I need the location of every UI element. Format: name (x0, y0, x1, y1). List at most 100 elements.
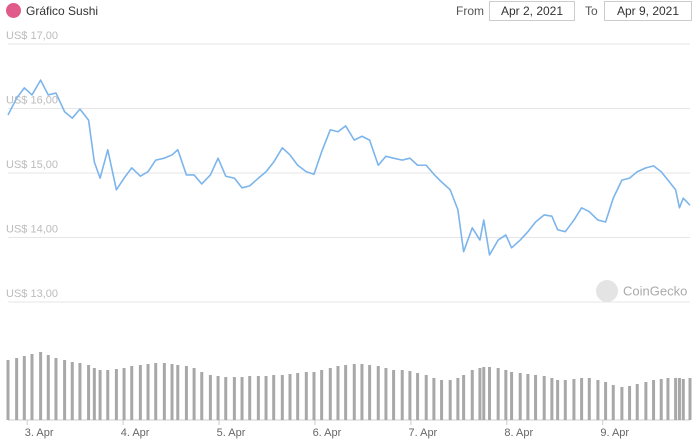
volume-bar (304, 372, 308, 420)
y-tick-label: US$ 13,00 (6, 288, 58, 300)
volume-bar (280, 375, 284, 420)
volume-bar (114, 369, 118, 420)
volume-bar (232, 377, 236, 420)
volume-bar (352, 364, 356, 420)
volume-bar (635, 384, 639, 420)
volume-bar (54, 358, 58, 420)
volume-bar (184, 366, 188, 420)
volume-bar (336, 366, 340, 420)
volume-bar (652, 380, 656, 420)
volume-bar (22, 356, 26, 420)
volume-bar (542, 376, 546, 420)
volume-bar (534, 375, 538, 420)
volume-bar (6, 360, 10, 420)
y-tick-label: US$ 15,00 (6, 159, 58, 171)
volume-bar (518, 373, 522, 420)
volume-bar (138, 365, 142, 420)
x-tick-label: 7. Apr (408, 427, 437, 439)
volume-bar (416, 373, 420, 420)
title: Gráfico Sushi (26, 4, 99, 18)
price-line (7, 79, 691, 256)
volume-bar (596, 380, 600, 420)
x-tick-label: 8. Apr (504, 427, 533, 439)
volume-bar (87, 365, 91, 420)
volume-bar (556, 380, 560, 420)
volume-bar (674, 378, 678, 420)
volume-bar (216, 376, 220, 420)
volume-bar (30, 354, 34, 420)
volume-bar (482, 367, 486, 420)
volume-bar (376, 366, 380, 420)
volume-bar (272, 375, 276, 420)
volume-bar (526, 374, 530, 420)
y-tick-label: US$ 14,00 (6, 223, 58, 235)
volume-bar (470, 370, 474, 420)
volume-bar (384, 368, 388, 420)
volume-bar (688, 378, 692, 420)
x-tick-label: 9. Apr (600, 427, 629, 439)
volume-bar (39, 352, 43, 420)
volume-bar (240, 377, 244, 420)
volume-bar (611, 385, 615, 420)
volume-bar (288, 374, 292, 420)
volume-bar (572, 379, 576, 420)
volume-bar (70, 362, 74, 420)
x-tick-label: 6. Apr (313, 427, 342, 439)
to-input[interactable]: Apr 9, 2021 (604, 1, 692, 21)
volume-bar (98, 370, 102, 420)
volume-bar (488, 367, 492, 420)
volume-bar (256, 376, 260, 420)
volume-bar (478, 368, 482, 420)
volume-bar (162, 363, 166, 420)
volume-bar (264, 376, 268, 420)
x-tick-label: 4. Apr (121, 427, 150, 439)
volume-bar (320, 370, 324, 420)
volume-bar (130, 366, 134, 420)
y-tick-label: US$ 17,00 (6, 30, 58, 42)
volume-bar (296, 373, 300, 420)
volume-bar (192, 368, 196, 420)
volume-bar (408, 371, 412, 420)
volume-bar (659, 379, 663, 420)
volume-bar (462, 375, 466, 420)
volume-bar (392, 370, 396, 420)
volume-bar (170, 364, 174, 420)
volume-bar (550, 378, 554, 420)
volume-bar (154, 363, 158, 420)
volume-bar (681, 379, 685, 420)
volume-bar (448, 380, 452, 420)
y-tick-label: US$ 16,00 (6, 94, 58, 106)
volume-bar (176, 365, 180, 420)
from-label: From (456, 4, 484, 18)
volume-bar (224, 377, 228, 420)
volume-bar (312, 372, 316, 420)
to-label: To (585, 4, 598, 18)
volume-bar (504, 370, 508, 420)
volume-bar (440, 380, 444, 420)
volume-bar (563, 380, 567, 420)
volume-bar (328, 368, 332, 420)
coin-icon (6, 3, 21, 18)
volume-bar (78, 363, 82, 420)
volume-bar (604, 382, 608, 420)
volume-bar (368, 365, 372, 420)
watermark: CoinGecko (623, 283, 687, 298)
volume-bar (200, 372, 204, 420)
watermark-icon (596, 280, 618, 302)
volume-bar (46, 355, 50, 420)
volume-bar (510, 372, 514, 420)
volume-bar (496, 368, 500, 420)
volume-bar (666, 378, 670, 420)
volume-bar (580, 378, 584, 420)
from-input[interactable]: Apr 2, 2021 (489, 1, 575, 21)
volume-bar (92, 368, 96, 420)
header: Gráfico Sushi From Apr 2, 2021 To Apr 9,… (0, 0, 700, 24)
volume-bar (344, 365, 348, 420)
volume-bar (644, 382, 648, 420)
volume-bar (106, 370, 110, 420)
volume-bar (15, 358, 19, 420)
x-tick-label: 3. Apr (25, 427, 54, 439)
volume-bar (360, 364, 364, 420)
volume-bar (63, 360, 67, 420)
volume-bar (587, 378, 591, 420)
